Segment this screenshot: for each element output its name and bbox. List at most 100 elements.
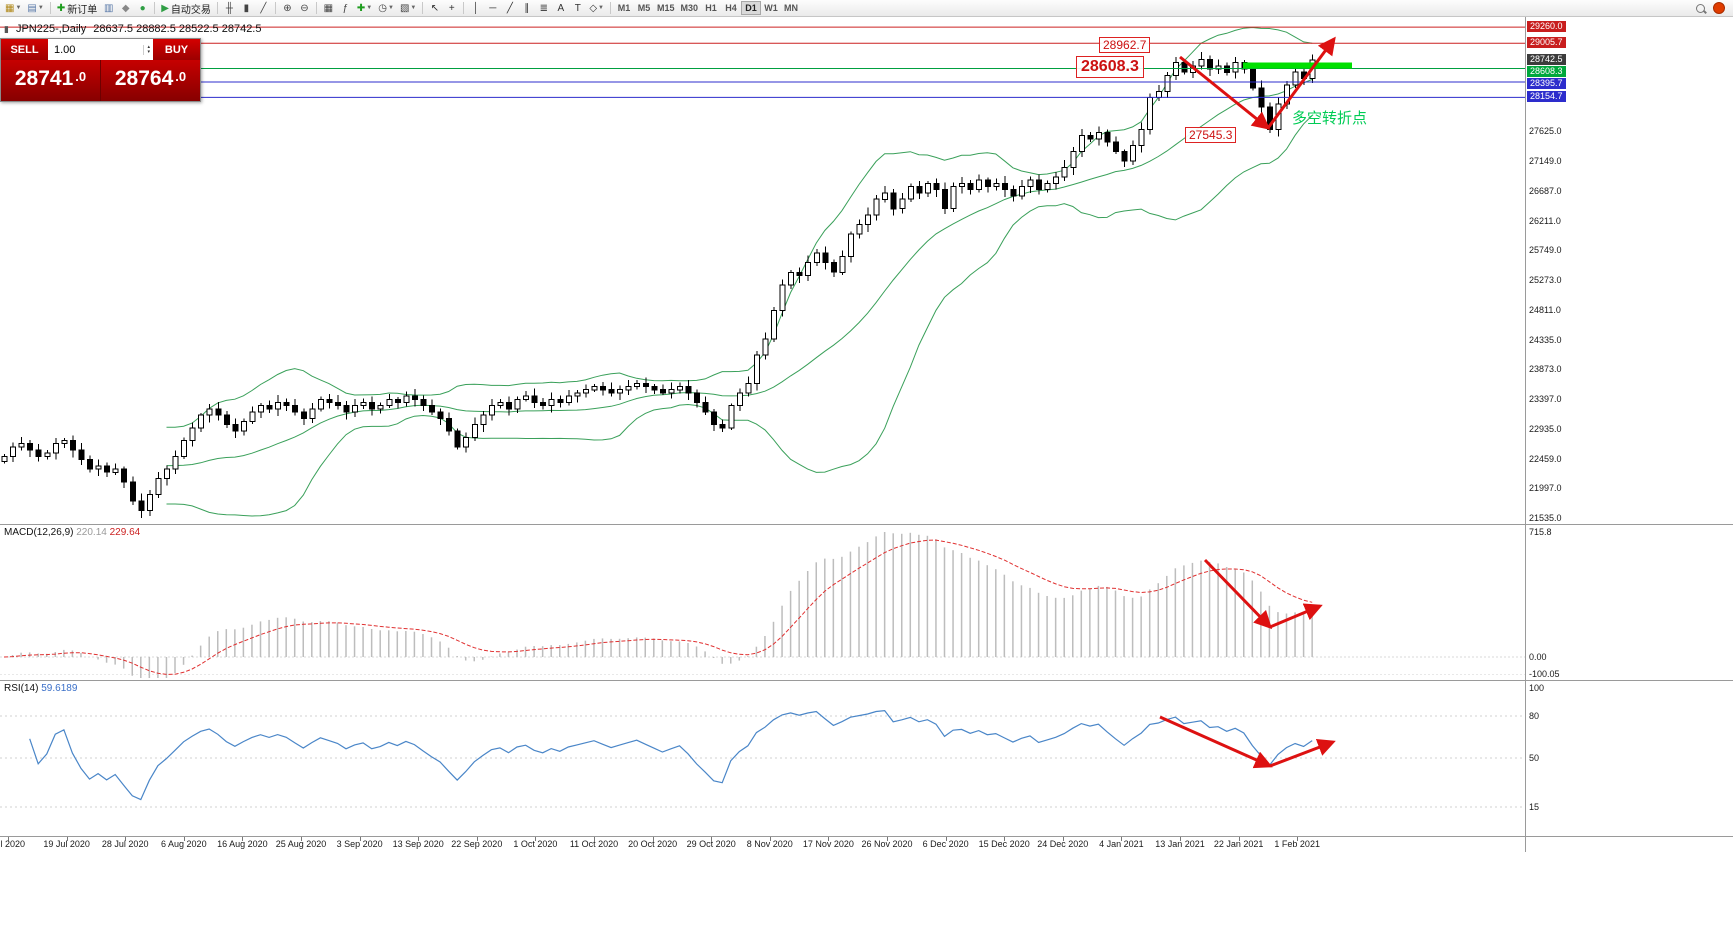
bar-chart-mode-button[interactable]: ╫ [221, 1, 238, 16]
vertical-line-tool-button[interactable]: │ [467, 1, 484, 16]
add-indicator-button[interactable]: ✚ ▼ [354, 1, 375, 16]
buy-price-main: 28764 [114, 67, 174, 90]
market-watch-button[interactable]: ● [134, 1, 151, 16]
buy-price[interactable]: 28764 .0 [101, 60, 200, 101]
dropdown-arrow-icon: ▼ [410, 5, 417, 11]
toolbar-separator [315, 2, 317, 14]
alerts-icon: ◆ [121, 2, 130, 14]
trend-arrow-down[interactable] [1179, 55, 1271, 130]
date-label: 11 Oct 2020 [569, 839, 619, 849]
zoom-out-button[interactable]: ⊖ [296, 1, 313, 16]
timeframe-m1-button[interactable]: M1 [617, 3, 631, 13]
rsi-panel-canvas[interactable] [0, 681, 1525, 836]
macd-signal-value: 229.64 [109, 527, 141, 538]
time-axis-tick [1180, 837, 1181, 841]
timeframe-m30-button[interactable]: M30 [680, 3, 699, 13]
arrows-tool-button[interactable]: T [569, 1, 586, 16]
channel-tool-button[interactable]: ∥ [518, 1, 535, 16]
dropdown-arrow-icon: ▼ [37, 5, 44, 11]
price-chart-canvas[interactable] [0, 17, 1525, 524]
time-axis-tick [8, 837, 9, 841]
line-chart-mode-button[interactable]: ╱ [255, 1, 272, 16]
fibonacci-icon: ≣ [539, 2, 549, 14]
templates-button[interactable]: ▧ ▼ [397, 1, 419, 16]
dropdown-arrow-icon: ▼ [387, 5, 394, 11]
step-up-icon[interactable]: ▴ [147, 43, 150, 50]
chart-window-button[interactable]: ▥ [100, 1, 117, 16]
timeframe-h4-button[interactable]: H4 [725, 3, 737, 13]
timeframe-m15-button[interactable]: M15 [657, 3, 675, 13]
rsi-arrow-down[interactable] [1159, 715, 1273, 769]
templates-icon: ▧ [399, 2, 410, 14]
time-axis-tick [66, 837, 68, 841]
autotrading-button[interactable]: ▶ 自动交易 [158, 1, 214, 16]
candlestick-icon: ▮ [243, 2, 250, 14]
timeframe-group: M1 M5 M15 M30 H1 H4 D1 W1 MN [614, 0, 801, 16]
macd-arrow-up[interactable] [1269, 603, 1323, 629]
time-axis-tick [594, 837, 595, 841]
price-scale-tick: 22459.0 [1529, 454, 1562, 465]
alerts-button[interactable]: ◆ [117, 1, 134, 16]
trendline-tool-button[interactable]: ╱ [501, 1, 518, 16]
date-label: 3 Sep 2020 [336, 839, 383, 849]
notifications-icon[interactable] [1713, 2, 1725, 14]
annotation-turning-point[interactable]: 多空转折点 [1292, 110, 1368, 127]
annotation-low-price[interactable]: 27545.3 [1185, 127, 1237, 143]
rsi-value: 59.6189 [41, 683, 78, 694]
fibonacci-tool-button[interactable]: ≣ [535, 1, 552, 16]
horizontal-line-tool-button[interactable]: ─ [484, 1, 501, 16]
price-scale-border [1525, 17, 1526, 852]
annotation-high-price[interactable]: 28962.7 [1099, 37, 1151, 53]
tile-windows-icon: ▦ [323, 2, 334, 14]
one-click-trading-panel: SELL ▴ ▾ BUY 28741 .0 28764 .0 [0, 38, 201, 102]
macd-signal-line [3, 539, 1313, 675]
rsi-arrow-up[interactable] [1269, 738, 1336, 768]
date-label: 4 Jan 2021 [1099, 839, 1144, 849]
step-down-icon[interactable]: ▾ [147, 48, 150, 55]
crosshair-tool-button[interactable]: + [443, 1, 460, 16]
period-selector-button[interactable]: ◷ ▼ [375, 1, 397, 16]
macd-panel-canvas[interactable] [0, 525, 1525, 680]
shapes-button[interactable]: ◇ ▼ [586, 1, 607, 16]
new-order-label: 新订单 [67, 4, 98, 16]
chart-window-icon: ▥ [103, 2, 114, 14]
price-scale-tick: 21997.0 [1529, 483, 1562, 494]
volume-stepper[interactable]: ▴ ▾ [143, 43, 153, 55]
cursor-tool-button[interactable]: ↖ [426, 1, 443, 16]
new-chart-button[interactable]: ▦ ▼ [2, 1, 24, 16]
date-label: 8 Nov 2020 [746, 839, 793, 849]
volume-input[interactable] [48, 42, 144, 57]
zoom-in-button[interactable]: ⊕ [279, 1, 296, 16]
dropdown-arrow-icon: ▼ [15, 5, 22, 11]
bar-chart-icon: ╫ [225, 2, 233, 14]
annotation-level-price[interactable]: 28608.3 [1076, 56, 1144, 78]
macd-arrow-down[interactable] [1203, 558, 1273, 630]
date-label: 22 Sep 2020 [451, 839, 503, 849]
panel-splitter-macd[interactable] [0, 524, 1733, 525]
sell-price[interactable]: 28741 .0 [1, 60, 100, 101]
timeframe-d1-button[interactable]: D1 [741, 1, 762, 15]
indicators-list-button[interactable]: ƒ [337, 1, 354, 16]
timeframe-h1-button[interactable]: H1 [705, 3, 717, 13]
candlestick-mode-button[interactable]: ▮ [238, 1, 255, 16]
timeframe-mn-button[interactable]: MN [784, 3, 799, 13]
timeframe-w1-button[interactable]: W1 [764, 3, 778, 13]
trend-arrow-up[interactable] [1266, 36, 1336, 129]
panel-splitter-rsi[interactable] [0, 680, 1733, 681]
profiles-button[interactable]: ▤ ▼ [24, 1, 46, 16]
price-scale-tick: 22935.0 [1529, 423, 1562, 434]
horizontal-line-icon: ─ [489, 2, 497, 14]
date-label: 25 Aug 2020 [275, 839, 327, 849]
new-chart-icon: ▦ [5, 2, 15, 14]
tile-windows-button[interactable]: ▦ [320, 1, 337, 16]
macd-histogram [11, 532, 1313, 678]
text-tool-button[interactable]: A [552, 1, 569, 16]
search-icon[interactable] [1696, 3, 1705, 13]
sell-button[interactable]: SELL [1, 39, 48, 60]
buy-button[interactable]: BUY [153, 39, 200, 60]
new-order-button[interactable]: ✚ 新订单 [54, 1, 100, 16]
price-scale-tick: 25749.0 [1529, 245, 1562, 256]
price-scale-tick: 27149.0 [1529, 156, 1562, 167]
macd-label: MACD(12,26,9) 220.14 229.64 [4, 527, 140, 538]
timeframe-m5-button[interactable]: M5 [637, 3, 651, 13]
